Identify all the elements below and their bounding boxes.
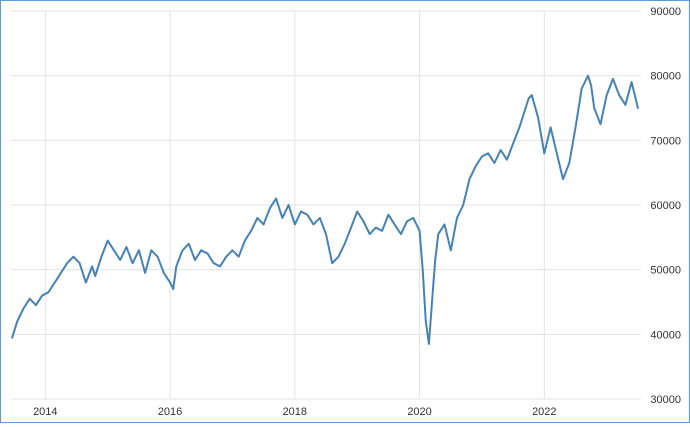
y-tick-label: 50000 (650, 265, 681, 277)
y-tick-label: 30000 (650, 394, 681, 406)
series-layer (11, 74, 639, 345)
y-tick-label: 90000 (650, 6, 681, 18)
series-line (11, 74, 639, 345)
x-tick-label: 2014 (33, 406, 57, 418)
y-tick-label: 80000 (650, 71, 681, 83)
x-tick-label: 2022 (532, 406, 556, 418)
y-tick-label: 40000 (650, 329, 681, 341)
x-axis-ticks: 2014 2016 2018 2020 2022 (33, 406, 556, 418)
x-tick-label: 2016 (158, 406, 182, 418)
y-tick-label: 70000 (650, 135, 681, 147)
grid-lines (11, 10, 641, 400)
y-axis-ticks: 30000 40000 50000 60000 70000 80000 90000 (650, 6, 681, 406)
x-tick-label: 2018 (283, 406, 307, 418)
y-tick-label: 60000 (650, 200, 681, 212)
x-tick-label: 2020 (407, 406, 431, 418)
